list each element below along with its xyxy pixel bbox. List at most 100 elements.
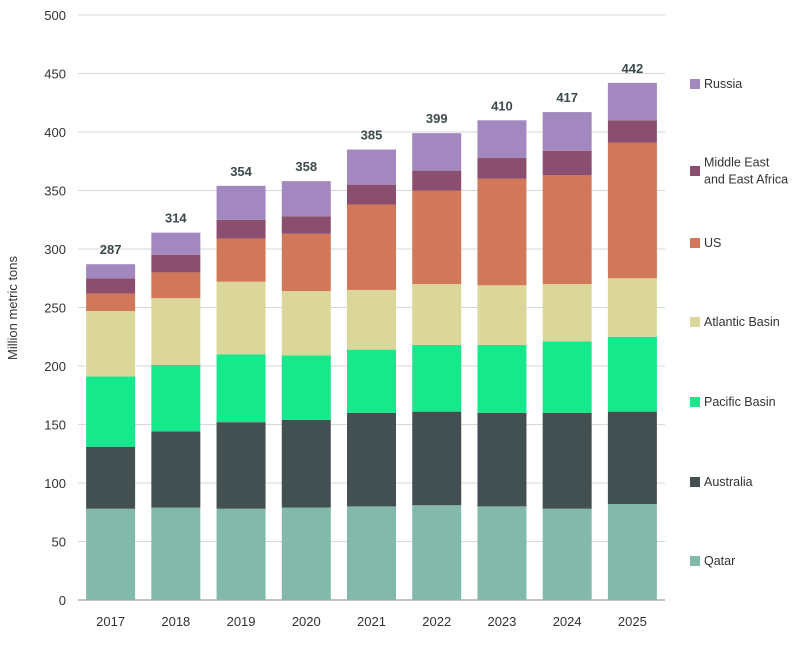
bar-segment bbox=[477, 120, 527, 158]
bar-segment bbox=[86, 264, 136, 279]
legend-item: Middle East and East Africa bbox=[690, 156, 788, 187]
x-tick-label: 2022 bbox=[422, 614, 451, 629]
y-tick-label: 500 bbox=[44, 8, 66, 23]
bar-segment bbox=[412, 284, 462, 345]
bar-segment bbox=[607, 120, 657, 143]
x-tick-label: 2021 bbox=[357, 614, 386, 629]
bar-segment bbox=[86, 376, 136, 447]
bar-segment bbox=[151, 254, 201, 273]
bar-segment bbox=[151, 364, 201, 432]
total-labels: 287 314 354 358 385 399 410 417 442 bbox=[100, 61, 643, 257]
legend-item: Atlantic Basin bbox=[690, 315, 780, 329]
bars bbox=[86, 82, 657, 600]
bar-segment bbox=[86, 446, 136, 509]
bar-segment bbox=[607, 142, 657, 279]
y-tick-label: 300 bbox=[44, 242, 66, 257]
bar-segment bbox=[216, 281, 266, 355]
x-tick-label: 2025 bbox=[618, 614, 647, 629]
bar-segment bbox=[412, 170, 462, 191]
total-label: 314 bbox=[165, 211, 187, 226]
x-tick-label: 2020 bbox=[292, 614, 321, 629]
bar-segment bbox=[151, 298, 201, 365]
bar-segment bbox=[477, 412, 527, 507]
legend-swatch bbox=[690, 79, 700, 89]
bar-segment bbox=[216, 508, 266, 600]
legend-swatch bbox=[690, 166, 700, 176]
bar-segment bbox=[542, 112, 592, 151]
bar-segment bbox=[281, 419, 331, 508]
y-tick-label: 0 bbox=[59, 593, 66, 608]
y-tick-label: 250 bbox=[44, 301, 66, 316]
y-axis-ticks: 0 50 100 150 200 250 300 350 400 450 500 bbox=[44, 8, 66, 608]
legend-swatch bbox=[690, 238, 700, 248]
y-tick-label: 400 bbox=[44, 125, 66, 140]
bar-segment bbox=[216, 238, 266, 282]
bar-segment bbox=[412, 190, 462, 285]
bar-segment bbox=[412, 505, 462, 600]
bar-segment bbox=[347, 349, 396, 413]
bar-segment bbox=[542, 150, 592, 176]
bar-segment bbox=[347, 149, 396, 185]
bar-segment bbox=[151, 232, 201, 255]
legend-label: Pacific Basin bbox=[704, 395, 776, 409]
x-tick-label: 2019 bbox=[227, 614, 256, 629]
total-label: 287 bbox=[100, 242, 122, 257]
total-label: 385 bbox=[361, 128, 383, 143]
bar-segment bbox=[412, 411, 462, 506]
legend-swatch bbox=[690, 397, 700, 407]
bar-segment bbox=[542, 508, 592, 600]
legend-swatch bbox=[690, 317, 700, 327]
y-axis-label: Million metric tons bbox=[5, 255, 20, 360]
y-tick-label: 50 bbox=[52, 535, 66, 550]
bar-segment bbox=[347, 184, 396, 205]
legend-label: Middle East and East Africa bbox=[704, 156, 788, 187]
y-tick-label: 150 bbox=[44, 418, 66, 433]
bar-segment bbox=[281, 216, 331, 234]
legend-label: Australia bbox=[704, 475, 753, 489]
total-label: 358 bbox=[295, 159, 317, 174]
bar-segment bbox=[86, 311, 136, 377]
bar-segment bbox=[412, 344, 462, 412]
legend-item: Pacific Basin bbox=[690, 395, 776, 409]
bar-segment bbox=[542, 175, 592, 285]
total-label: 399 bbox=[426, 111, 448, 126]
bar-segment bbox=[542, 341, 592, 413]
x-tick-label: 2023 bbox=[487, 614, 516, 629]
total-label: 417 bbox=[556, 90, 578, 105]
total-label: 410 bbox=[491, 98, 513, 113]
bar-segment bbox=[216, 185, 266, 220]
bar-segment bbox=[281, 291, 331, 356]
y-tick-label: 200 bbox=[44, 359, 66, 374]
x-tick-label: 2024 bbox=[553, 614, 582, 629]
total-label: 354 bbox=[230, 164, 252, 179]
bar-segment bbox=[281, 181, 331, 217]
bar-segment bbox=[477, 506, 527, 600]
bar-segment bbox=[347, 289, 396, 350]
legend-label: US bbox=[704, 236, 721, 250]
x-tick-label: 2017 bbox=[96, 614, 125, 629]
bar-segment bbox=[151, 431, 201, 508]
bar-segment bbox=[477, 344, 527, 413]
bar-segment bbox=[151, 272, 201, 299]
bar-segment bbox=[477, 178, 527, 286]
bar-segment bbox=[477, 157, 527, 179]
bar-segment bbox=[347, 412, 396, 507]
bar-segment bbox=[607, 278, 657, 337]
bar-segment bbox=[216, 219, 266, 239]
bar-segment bbox=[281, 355, 331, 420]
bar-segment bbox=[347, 204, 396, 290]
bar-segment bbox=[542, 284, 592, 342]
legend-item: Qatar bbox=[690, 554, 735, 568]
total-label: 442 bbox=[622, 61, 644, 76]
legend-swatch bbox=[690, 556, 700, 566]
legend-swatch bbox=[690, 477, 700, 487]
bar-segment bbox=[347, 506, 396, 600]
bar-segment bbox=[281, 507, 331, 600]
bar-segment bbox=[607, 336, 657, 412]
y-tick-label: 450 bbox=[44, 67, 66, 82]
legend-label: Russia bbox=[704, 77, 742, 91]
legend-item: Australia bbox=[690, 475, 753, 489]
bar-segment bbox=[216, 422, 266, 509]
bar-segment bbox=[151, 507, 201, 600]
